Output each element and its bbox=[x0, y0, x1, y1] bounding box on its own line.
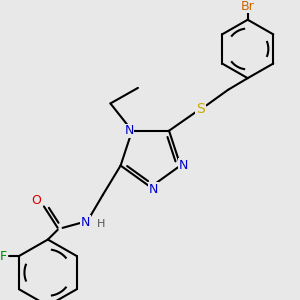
Text: N: N bbox=[149, 182, 158, 196]
Text: O: O bbox=[31, 194, 41, 207]
Text: S: S bbox=[196, 102, 205, 116]
Text: H: H bbox=[97, 219, 105, 229]
Text: N: N bbox=[80, 215, 90, 229]
Text: N: N bbox=[124, 124, 134, 137]
Text: F: F bbox=[0, 250, 7, 262]
Text: Br: Br bbox=[241, 0, 255, 13]
Text: N: N bbox=[179, 159, 188, 172]
